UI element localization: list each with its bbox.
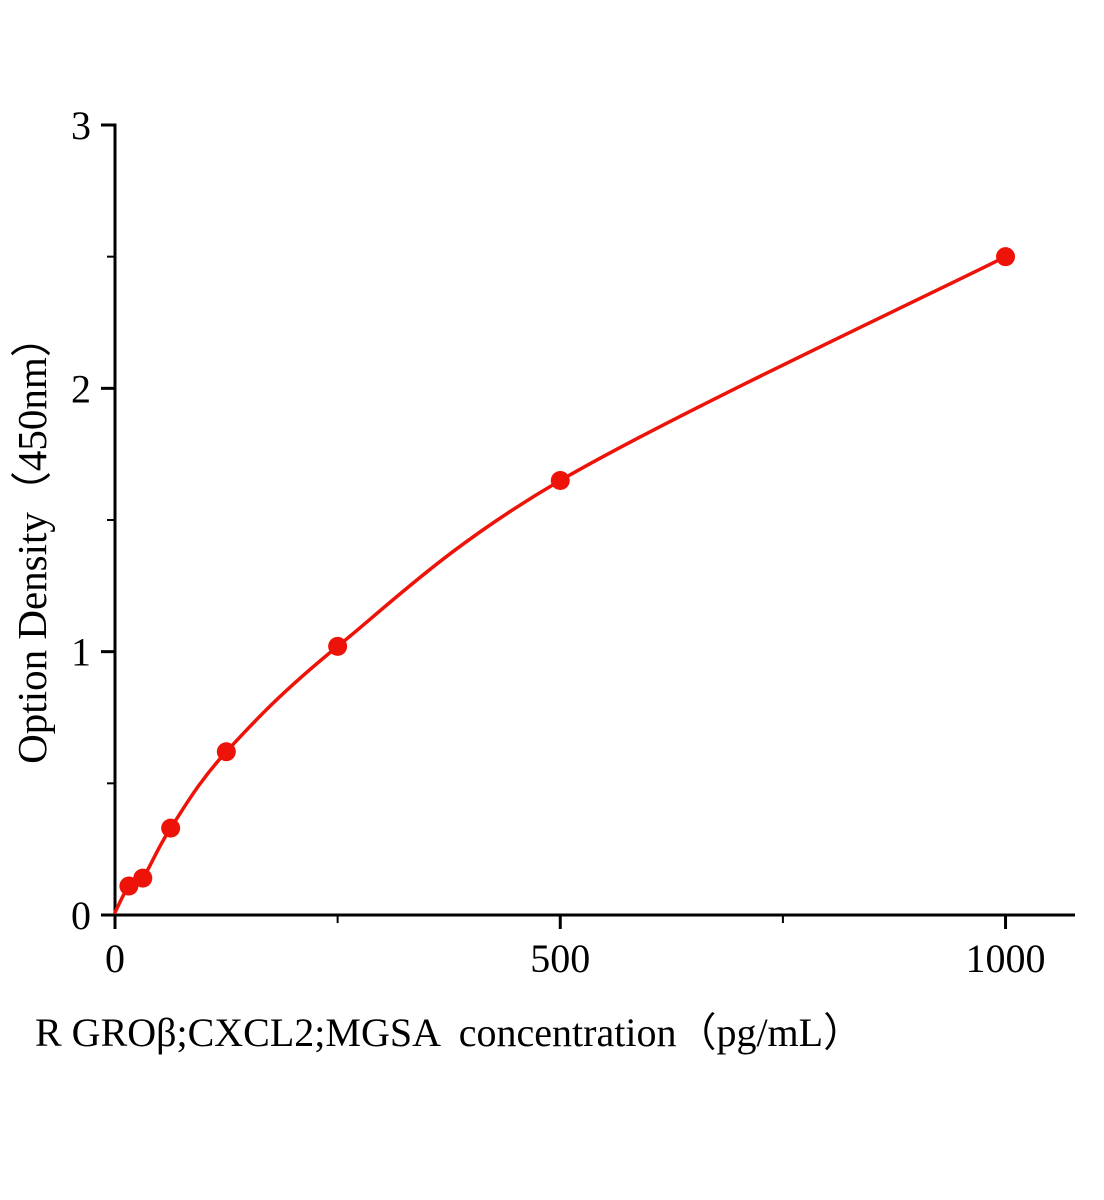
x-tick-label: 0 (105, 936, 125, 981)
data-point-marker (119, 876, 139, 896)
data-point-marker (996, 247, 1016, 267)
standard-curve-line (113, 254, 1008, 915)
y-tick-label: 3 (71, 103, 91, 148)
data-point-marker (216, 742, 236, 762)
data-point-marker (161, 818, 181, 838)
data-point-marker (133, 868, 153, 888)
y-tick-label: 1 (71, 630, 91, 675)
x-tick-label: 500 (530, 936, 590, 981)
data-point-marker (328, 636, 348, 656)
y-tick-label: 0 (71, 893, 91, 938)
y-tick-label: 2 (71, 366, 91, 411)
x-tick-label: 1000 (966, 936, 1046, 981)
x-axis-title: R GROβ;CXCL2;MGSA concentration（pg/mL） (35, 1010, 864, 1055)
data-point-marker (550, 471, 570, 490)
